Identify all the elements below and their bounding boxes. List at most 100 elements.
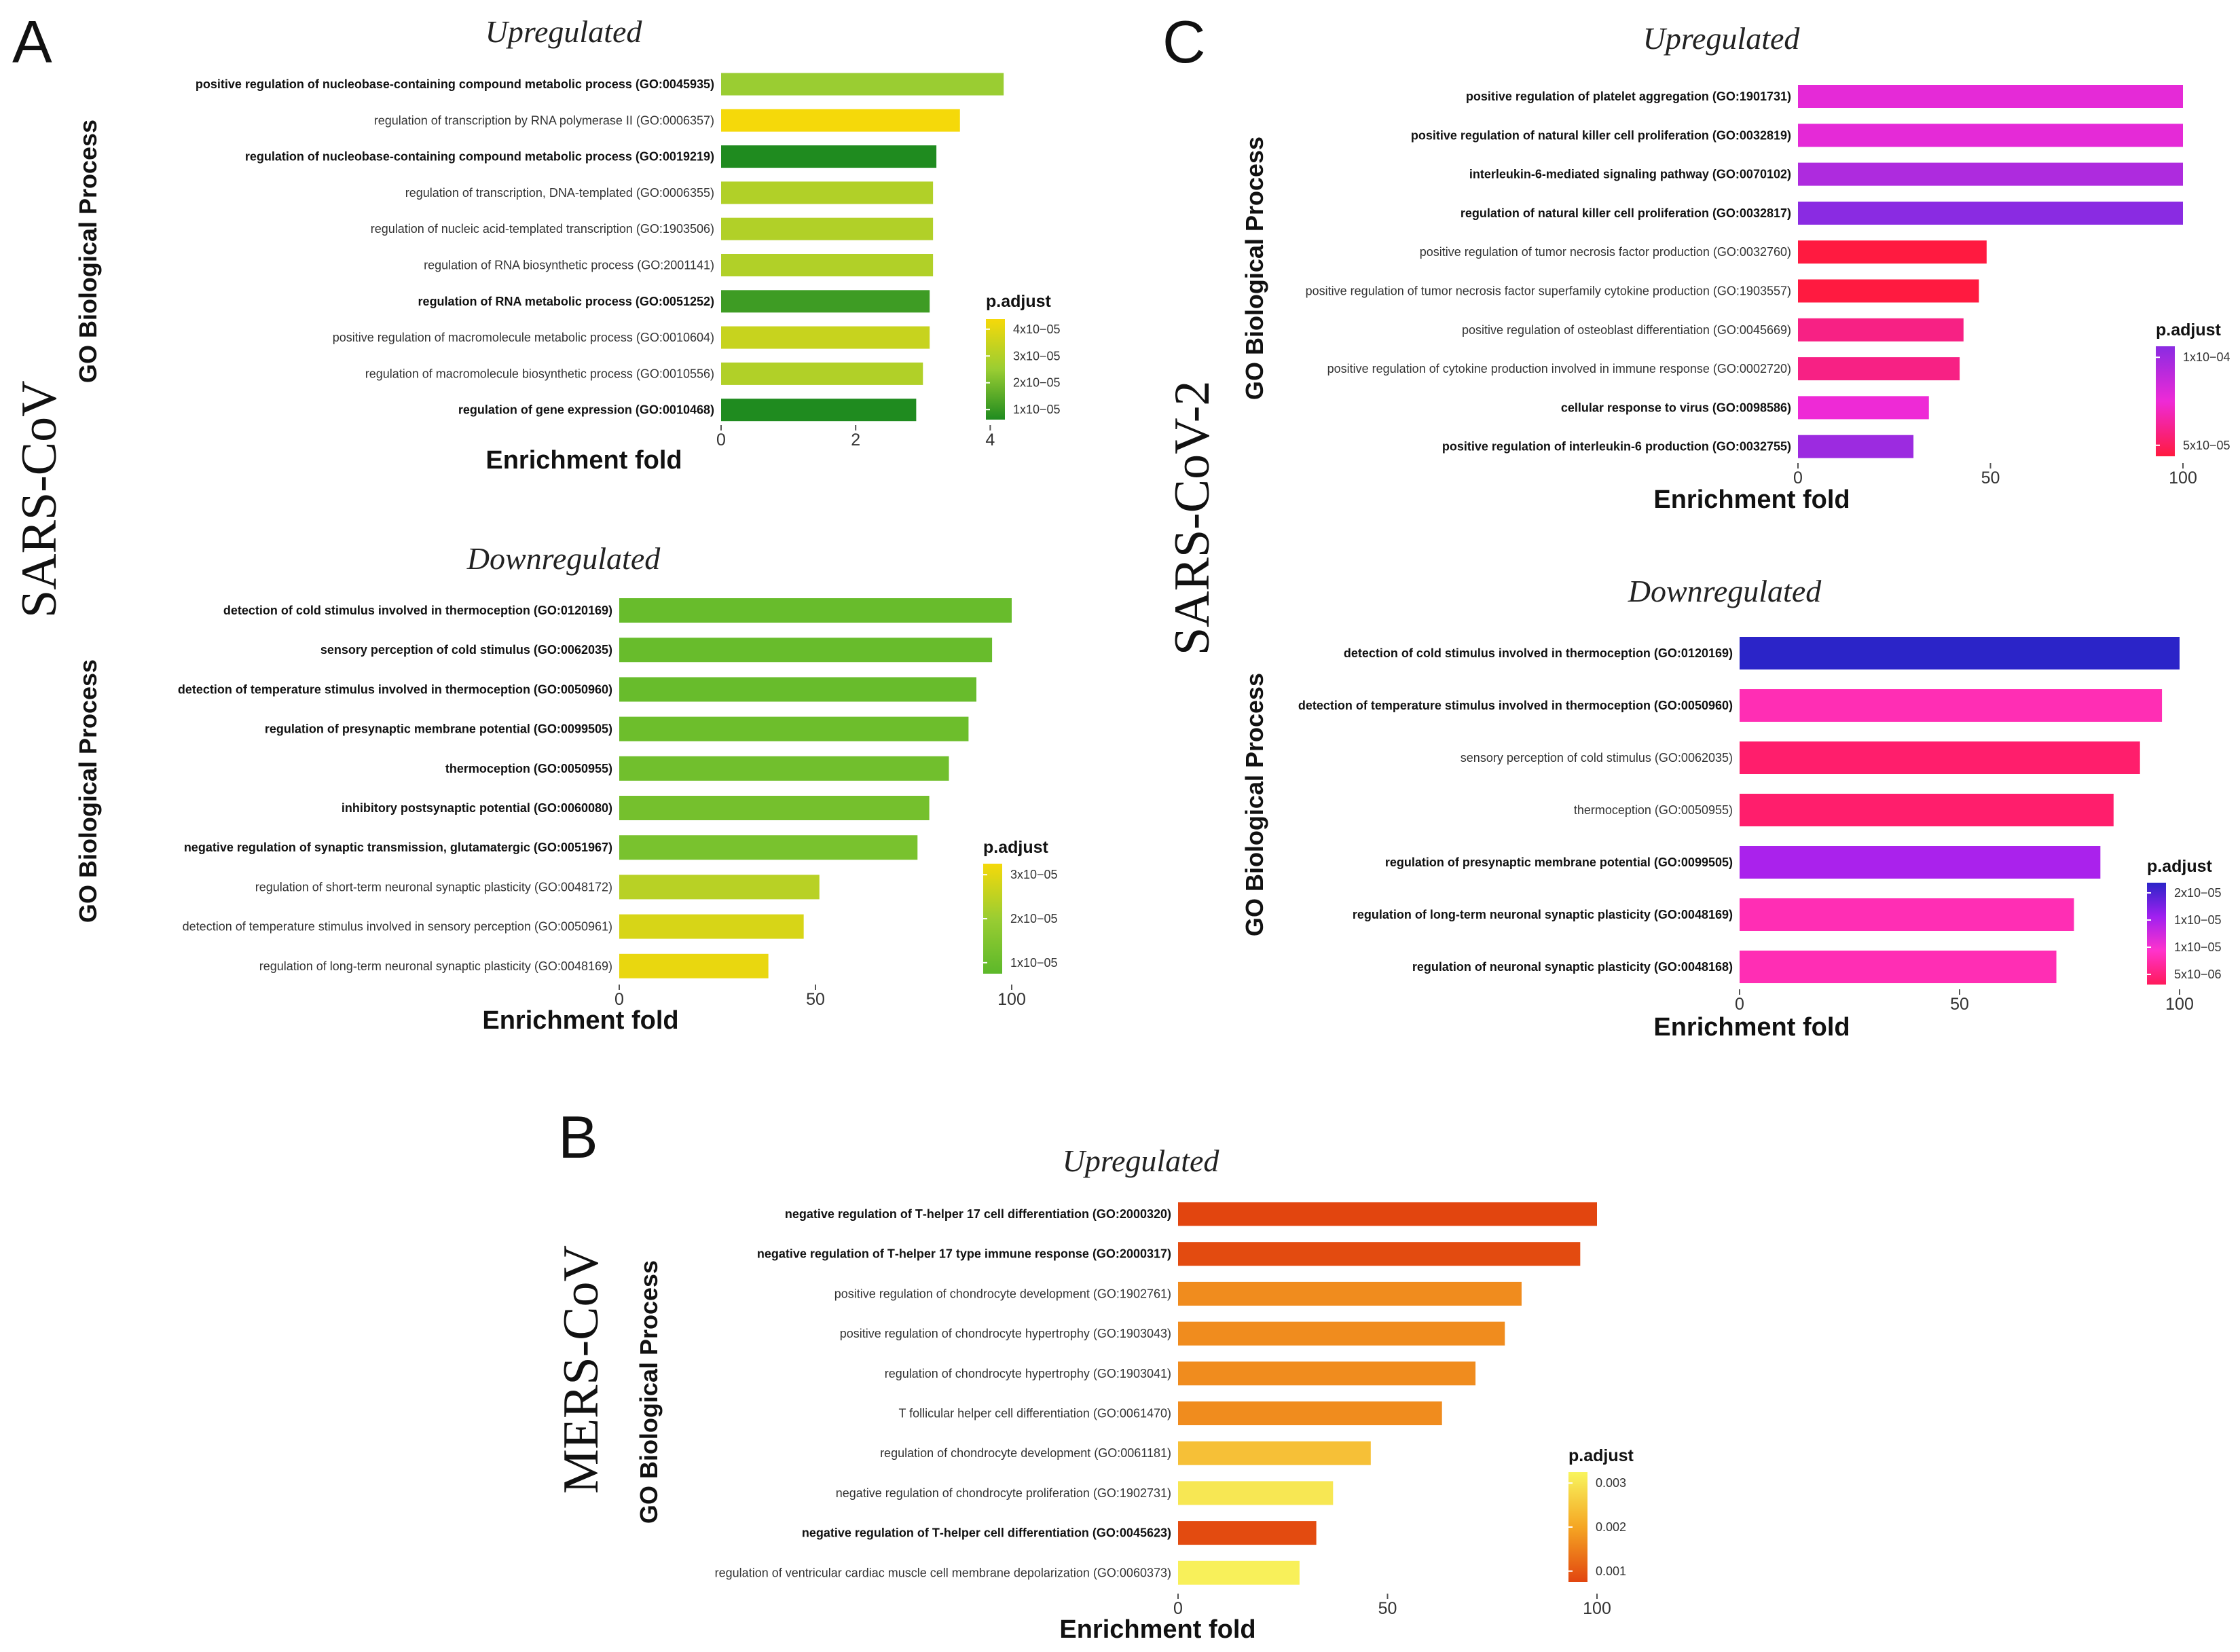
bar — [1178, 1361, 1476, 1386]
x-axis-label: Enrichment fold — [485, 446, 682, 475]
legend-label: 1x10−05 — [2174, 913, 2222, 927]
legend-title: p.adjust — [2156, 320, 2222, 339]
bar — [721, 254, 934, 276]
legend-label: 1x10−05 — [1010, 956, 1058, 970]
charts-layer: Upregulated GO Biological Process positive… — [74, 14, 2230, 1644]
bar — [1798, 435, 1914, 458]
term-label: detection of temperature stimulus involv… — [183, 920, 612, 934]
bar — [619, 914, 804, 939]
term-label: regulation of ventricular cardiac muscle… — [715, 1566, 1171, 1579]
legend-label: 2x10−05 — [1010, 912, 1058, 925]
x-tick-label: 100 — [2169, 469, 2197, 488]
term-label: detection of temperature stimulus involv… — [178, 682, 612, 696]
term-label: regulation of RNA metabolic process (GO:… — [418, 295, 714, 308]
bar — [619, 835, 918, 860]
x-tick-label: 50 — [1378, 1599, 1397, 1618]
term-label: positive regulation of platelet aggregat… — [1466, 90, 1791, 103]
bar — [1178, 1281, 1522, 1306]
bar — [1178, 1321, 1505, 1346]
bar — [1178, 1242, 1581, 1266]
legend-colorbar — [986, 319, 1005, 420]
legend-colorbar — [2147, 883, 2166, 985]
bar — [1178, 1401, 1442, 1425]
term-label: regulation of long‐term neuronal synapti… — [259, 959, 612, 973]
chart-title: Downregulated — [1628, 574, 1822, 608]
x-axis-label: Enrichment fold — [1059, 1615, 1255, 1644]
bar — [1798, 279, 1979, 303]
chart-title: Upregulated — [485, 14, 643, 49]
term-label: regulation of RNA biosynthetic process (… — [424, 259, 714, 272]
legend-title: p.adjust — [983, 838, 1049, 857]
bar — [721, 362, 923, 385]
term-label: negative regulation of T‐helper 17 type … — [757, 1247, 1171, 1261]
legend-label: 1x10−05 — [2174, 940, 2222, 954]
term-labels: positive regulation of platelet aggregat… — [1306, 90, 1791, 454]
term-label: negative regulation of synaptic transmis… — [184, 841, 612, 854]
y-axis-label: GO Biological Process — [74, 120, 102, 383]
term-labels: detection of cold stimulus involved in t… — [178, 604, 612, 973]
bar — [1798, 201, 2183, 225]
bar — [721, 73, 1004, 96]
virus-label-mers-cov: MERS-CoV — [553, 1245, 609, 1494]
bar — [1798, 240, 1987, 264]
y-axis-label: GO Biological Process — [1241, 673, 1268, 936]
term-label: negative regulation of chondrocyte proli… — [836, 1486, 1171, 1500]
legend-title: p.adjust — [1568, 1446, 1634, 1465]
bar — [1740, 741, 2140, 774]
term-label: inhibitory postsynaptic potential (GO:00… — [342, 801, 612, 815]
term-label: regulation of nucleic acid‐templated tra… — [371, 222, 714, 236]
x-axis-label: Enrichment fold — [1653, 485, 1850, 514]
term-label: regulation of transcription by RNA polym… — [374, 113, 714, 127]
bar — [1740, 951, 2057, 983]
term-label: positive regulation of cytokine producti… — [1327, 362, 1791, 375]
term-label: sensory perception of cold stimulus (GO:… — [1461, 751, 1733, 765]
bar — [721, 290, 930, 313]
x-tick-label: 50 — [1950, 995, 1969, 1014]
x-tick-label: 0 — [716, 430, 726, 449]
x-axis-label: Enrichment fold — [1653, 1013, 1850, 1042]
bar — [1740, 689, 2163, 722]
chart-title: Downregulated — [466, 541, 661, 576]
chart-b-up: Upregulated GO Biological Process negative… — [635, 1143, 1634, 1644]
bar — [1740, 637, 2180, 669]
x-tick-label: 50 — [1981, 469, 2000, 488]
term-label: regulation of gene expression (GO:001046… — [458, 403, 714, 417]
term-labels: negative regulation of T‐helper 17 cell … — [715, 1207, 1171, 1579]
term-label: thermoception (GO:0050955) — [1574, 803, 1733, 817]
y-axis-label: GO Biological Process — [635, 1260, 663, 1524]
bar — [1798, 162, 2183, 186]
x-axis-label: Enrichment fold — [482, 1006, 678, 1035]
term-label: regulation of short‐term neuronal synapt… — [255, 880, 612, 894]
bar — [619, 875, 820, 900]
bar — [619, 756, 949, 781]
bar — [721, 181, 934, 204]
legend-label: 0.003 — [1596, 1476, 1626, 1490]
chart-title: Upregulated — [1643, 21, 1801, 56]
bar — [619, 953, 769, 978]
term-label: T follicular helper cell differentiation… — [898, 1407, 1171, 1420]
chart-c-up: Upregulated GO Biological Process positive… — [1241, 21, 2230, 514]
bar — [1740, 898, 2074, 931]
term-labels: positive regulation of nucleobase‐contai… — [196, 77, 714, 417]
x-tick-label: 0 — [1173, 1599, 1183, 1618]
x-tick-label: 100 — [2165, 995, 2194, 1014]
bar — [1740, 794, 2114, 826]
term-label: positive regulation of chondrocyte devel… — [834, 1287, 1171, 1300]
term-label: interleukin‐6‐mediated signaling pathway… — [1469, 168, 1791, 181]
x-tick-label: 50 — [806, 990, 825, 1009]
bar — [1178, 1560, 1300, 1585]
bar — [721, 145, 937, 168]
panel-letter-a: A — [12, 8, 52, 75]
term-label: regulation of presynaptic membrane poten… — [1385, 856, 1733, 869]
legend-label: 0.002 — [1596, 1520, 1626, 1534]
term-label: detection of cold stimulus involved in t… — [1344, 646, 1733, 660]
legend-colorbar — [2156, 346, 2175, 456]
term-label: regulation of transcription, DNA‐templat… — [405, 186, 714, 200]
x-tick-label: 0 — [1793, 469, 1803, 488]
term-label: positive regulation of osteoblast differ… — [1462, 323, 1791, 337]
term-label: regulation of neuronal synaptic plastici… — [1412, 960, 1733, 974]
legend-title: p.adjust — [986, 292, 1052, 311]
term-label: regulation of presynaptic membrane poten… — [265, 722, 612, 736]
term-label: detection of cold stimulus involved in t… — [223, 604, 612, 617]
